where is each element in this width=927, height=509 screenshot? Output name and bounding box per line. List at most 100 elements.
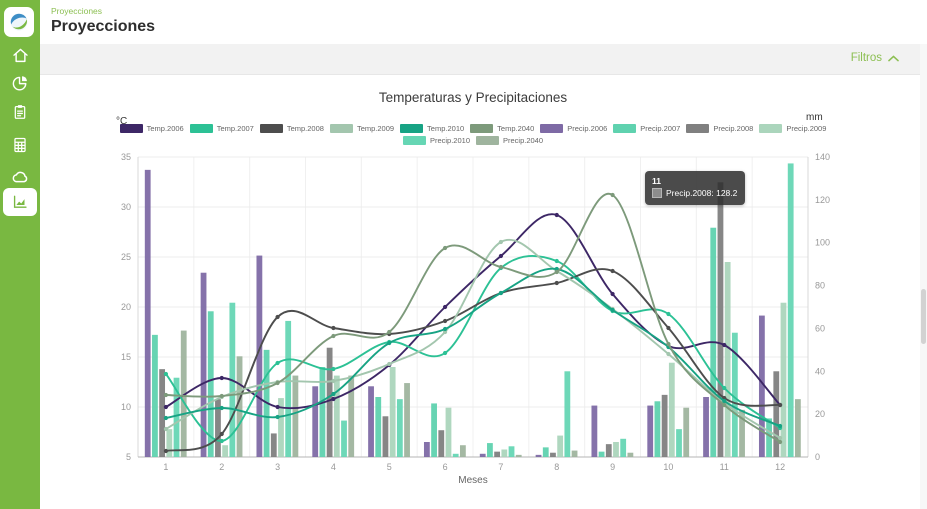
svg-text:15: 15	[121, 352, 131, 362]
bar-Precip.2009[interactable]	[724, 262, 731, 457]
legend-item-Precip.2009[interactable]: Precip.2009	[759, 124, 826, 133]
bar-Precip.2008[interactable]	[773, 371, 780, 457]
bar-Precip.2006[interactable]	[200, 272, 207, 457]
bar-Precip.2008[interactable]	[382, 416, 389, 457]
sidebar-item-charts[interactable]	[0, 70, 40, 94]
bar-Precip.2009[interactable]	[668, 362, 675, 457]
bar-Precip.2006[interactable]	[758, 315, 765, 457]
bar-Precip.2010[interactable]	[396, 399, 403, 457]
bar-Precip.2040[interactable]	[180, 330, 187, 457]
bar-Precip.2010[interactable]	[564, 371, 571, 457]
legend-item-Temp.2010[interactable]: Temp.2010	[400, 124, 464, 133]
bar-Precip.2006[interactable]	[479, 453, 486, 457]
bar-Precip.2010[interactable]	[508, 446, 515, 457]
legend-item-Temp.2006[interactable]: Temp.2006	[119, 124, 184, 133]
legend-item-Precip.2007[interactable]: Precip.2007	[613, 124, 680, 133]
sidebar-item-reports[interactable]	[0, 100, 40, 124]
bar-Precip.2006[interactable]	[703, 397, 709, 457]
bar-Precip.2009[interactable]	[780, 302, 787, 457]
bar-Precip.2040[interactable]	[627, 452, 634, 457]
bar-Precip.2007[interactable]	[542, 447, 549, 457]
bar-Precip.2006[interactable]	[256, 255, 263, 457]
right-axis-unit: mm	[806, 112, 823, 123]
bar-Precip.2010[interactable]	[731, 332, 738, 457]
bar-Precip.2008[interactable]	[661, 394, 668, 457]
bar-Precip.2007[interactable]	[766, 418, 772, 457]
legend-item-Temp.2008[interactable]: Temp.2008	[259, 124, 324, 133]
bar-Precip.2007[interactable]	[375, 397, 382, 457]
line-Temp.2006[interactable]	[165, 213, 781, 410]
bar-Precip.2006[interactable]	[591, 405, 598, 457]
legend-item-Temp.2009[interactable]: Temp.2009	[329, 124, 394, 133]
bar-Precip.2010[interactable]	[620, 438, 627, 457]
bar-Precip.2006[interactable]	[312, 386, 319, 457]
bar-Precip.2040[interactable]	[292, 375, 299, 457]
legend-item-Temp.2007[interactable]: Temp.2007	[189, 124, 254, 133]
bar-Precip.2009[interactable]	[501, 449, 508, 458]
breadcrumb[interactable]: Proyecciones	[51, 6, 103, 16]
bar-Precip.2009[interactable]	[557, 435, 564, 457]
line-Temp.2008[interactable]	[165, 268, 781, 452]
bar-Precip.2009[interactable]	[389, 367, 396, 457]
bar-Precip.2040[interactable]	[683, 407, 690, 457]
bar-Precip.2040[interactable]	[459, 445, 466, 457]
bar-Precip.2009[interactable]	[222, 445, 229, 457]
bar-Precip.2010[interactable]	[285, 320, 292, 457]
bar-Precip.2009[interactable]	[613, 442, 619, 457]
bar-Precip.2007[interactable]	[207, 311, 214, 457]
sidebar-item-calculator[interactable]	[0, 133, 40, 157]
bar-Precip.2009[interactable]	[445, 407, 452, 457]
bar-Precip.2008[interactable]	[605, 444, 612, 457]
bar-Precip.2008[interactable]	[550, 452, 556, 457]
bar-Precip.2040[interactable]	[348, 375, 355, 457]
app-logo[interactable]	[4, 7, 34, 37]
bar-Precip.2008[interactable]	[215, 399, 221, 457]
bar-Precip.2008[interactable]	[159, 369, 166, 457]
bar-Precip.2007[interactable]	[152, 334, 158, 457]
bar-Precip.2006[interactable]	[535, 454, 542, 457]
sidebar-item-cloud[interactable]	[0, 165, 40, 189]
legend-item-Precip.2040[interactable]: Precip.2040	[476, 136, 543, 145]
bar-Precip.2040[interactable]	[404, 383, 410, 457]
line-Temp.2007[interactable]	[165, 255, 781, 442]
svg-text:5: 5	[387, 462, 392, 472]
bar-Precip.2010[interactable]	[341, 420, 347, 457]
bar-Precip.2008[interactable]	[326, 347, 333, 457]
bar-Precip.2040[interactable]	[794, 399, 801, 457]
bar-Precip.2006[interactable]	[647, 405, 654, 457]
legend-item-Temp.2040[interactable]: Temp.2040	[470, 124, 534, 133]
scrollbar-thumb[interactable]	[921, 289, 926, 344]
legend-item-Precip.2008[interactable]: Precip.2008	[686, 124, 753, 133]
bar-Precip.2007[interactable]	[598, 451, 605, 457]
bar-Precip.2008[interactable]	[717, 182, 724, 457]
bar-Precip.2006[interactable]	[144, 169, 151, 457]
bar-Precip.2009[interactable]	[166, 429, 173, 457]
sidebar-item-projections[interactable]	[3, 188, 37, 216]
legend-item-Precip.2010[interactable]: Precip.2010	[402, 136, 470, 145]
bar-Precip.2040[interactable]	[515, 454, 522, 457]
legend-swatch	[470, 124, 494, 133]
sidebar-item-home[interactable]	[0, 43, 40, 67]
bar-Precip.2009[interactable]	[278, 398, 284, 457]
bar-Precip.2010[interactable]	[787, 163, 794, 457]
bar-Precip.2006[interactable]	[368, 386, 374, 457]
bar-Precip.2008[interactable]	[494, 451, 501, 457]
legend-item-Precip.2006[interactable]: Precip.2006	[540, 124, 607, 133]
bar-Precip.2040[interactable]	[236, 356, 243, 457]
bar-Precip.2010[interactable]	[452, 453, 459, 457]
bar-Precip.2008[interactable]	[438, 430, 445, 457]
bar-Precip.2010[interactable]	[676, 429, 682, 457]
bar-Precip.2007[interactable]	[319, 367, 326, 457]
line-Temp.2040[interactable]	[165, 192, 781, 443]
bar-Precip.2040[interactable]	[739, 409, 745, 457]
bar-Precip.2008[interactable]	[270, 433, 277, 457]
filters-toggle-button[interactable]: Filtros	[851, 52, 899, 64]
bar-Precip.2007[interactable]	[487, 443, 493, 457]
bar-Precip.2040[interactable]	[571, 450, 578, 457]
bar-Precip.2006[interactable]	[423, 442, 430, 457]
bar-Precip.2010[interactable]	[173, 377, 180, 457]
bar-Precip.2007[interactable]	[431, 403, 437, 457]
bar-Precip.2009[interactable]	[333, 375, 340, 457]
bar-Precip.2007[interactable]	[654, 401, 661, 457]
